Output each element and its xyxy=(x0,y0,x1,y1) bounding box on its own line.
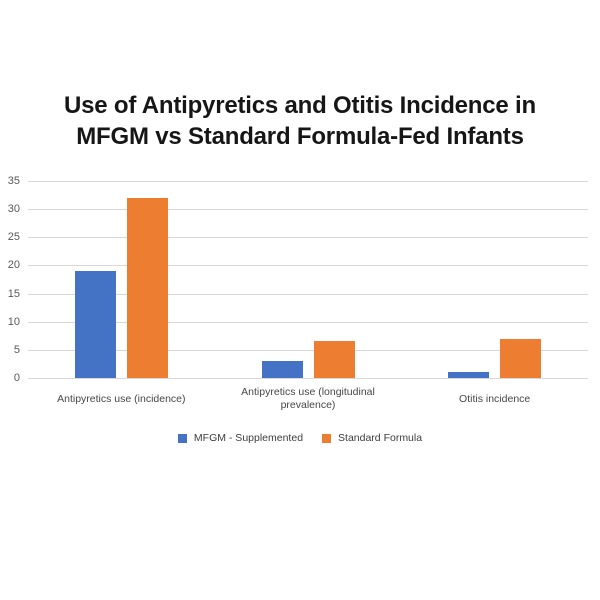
category-label-text: Otitis incidence xyxy=(459,392,531,405)
bar-standard-formula-otitis-incidence xyxy=(500,338,542,378)
gridline-10 xyxy=(28,321,588,323)
legend-swatch-icon xyxy=(322,433,332,443)
y-tick-label-5: 5 xyxy=(13,343,20,356)
y-tick-label-35: 35 xyxy=(7,175,20,187)
chart-title: Use of Antipyretics and Otitis Incidence… xyxy=(0,90,600,152)
category-label-antipyretics-use-incidence: Antipyretics use (incidence) xyxy=(26,385,216,413)
bar-standard-formula-antipyretics-use-incidence xyxy=(126,197,168,378)
plot-area xyxy=(28,181,588,379)
bar-mfgm-supplemented-antipyretics-use-incidence xyxy=(74,271,116,378)
gridline-15 xyxy=(28,293,588,295)
bar-mfgm-supplemented-otitis-incidence xyxy=(448,372,490,378)
chart-title-line2: MFGM vs Standard Formula-Fed Infants xyxy=(76,123,524,150)
gridline-0 xyxy=(28,378,588,379)
x-axis-category-labels: Antipyretics use (incidence) Antipyretics… xyxy=(0,385,600,415)
legend-label: Standard Formula xyxy=(338,432,423,444)
category-label-text: Antipyretics use (longitudinal prevalenc… xyxy=(241,386,375,411)
gridline-5 xyxy=(28,349,588,351)
gridline-35 xyxy=(28,181,588,182)
gridline-20 xyxy=(28,265,588,267)
gridline-25 xyxy=(28,237,588,239)
legend-item-standard-formula: Standard Formula xyxy=(322,432,422,444)
legend-label: MFGM - Supplemented xyxy=(193,432,304,444)
y-tick-label-20: 20 xyxy=(7,259,20,272)
legend-swatch-icon xyxy=(177,433,187,443)
chart-title-line1: Use of Antipyretics and Otitis Incidence… xyxy=(64,92,536,119)
y-tick-label-10: 10 xyxy=(7,315,20,328)
legend: MFGM - Supplemented Standard Formula xyxy=(0,429,600,447)
category-label-text: Antipyretics use (incidence) xyxy=(57,392,186,405)
y-tick-label-0: 0 xyxy=(13,372,20,384)
bar-standard-formula-antipyretics-use-longitudinal-prevalence xyxy=(313,341,355,378)
category-label-otitis-incidence: Otitis incidence xyxy=(400,385,590,413)
y-tick-label-30: 30 xyxy=(7,203,20,216)
gridline-30 xyxy=(28,209,588,211)
category-label-antipyretics-use-longitudinal-prevalence: Antipyretics use (longitudinal prevalenc… xyxy=(213,385,403,413)
y-tick-label-15: 15 xyxy=(7,287,20,300)
bar-mfgm-supplemented-antipyretics-use-longitudinal-prevalence xyxy=(261,361,303,378)
legend-item-mfgm-supplemented: MFGM - Supplemented xyxy=(177,432,304,444)
y-tick-label-25: 25 xyxy=(7,231,20,244)
